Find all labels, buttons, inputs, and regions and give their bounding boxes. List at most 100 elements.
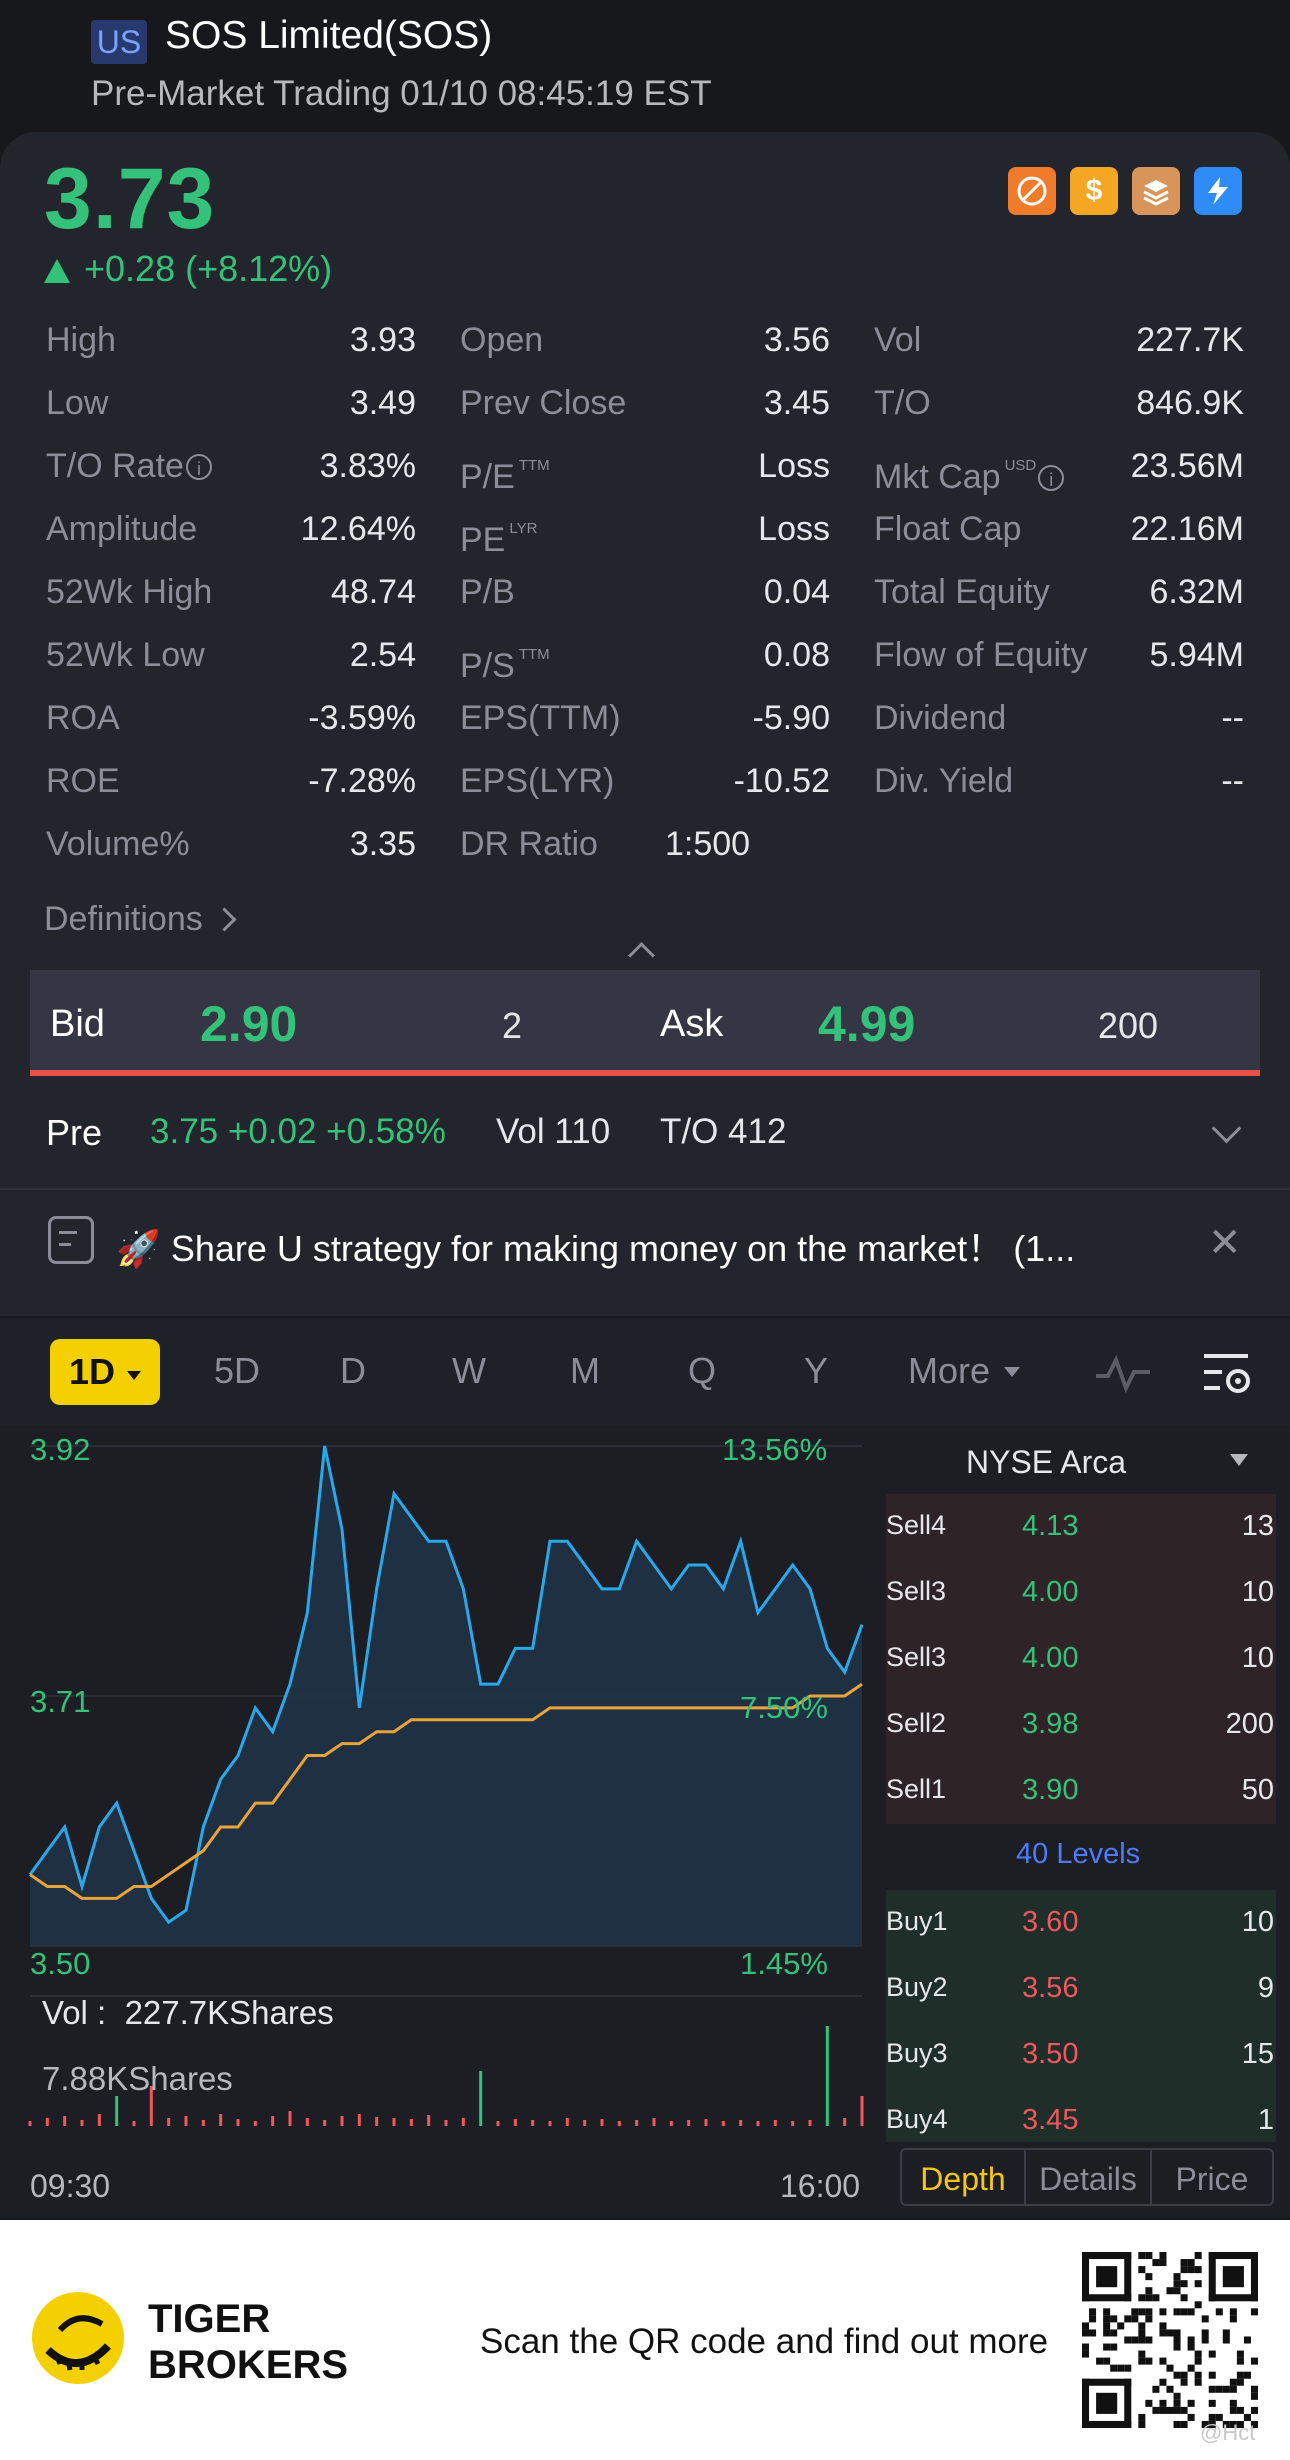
qr-module [1173,2280,1181,2288]
level-qty: 13 [1241,1510,1274,1542]
stat-label: T/O Rate i [46,441,212,491]
qr-module [1173,2336,1181,2344]
qr-module [1173,2329,1181,2337]
tab-q[interactable]: Q [688,1350,717,1391]
layers-a-icon[interactable] [1132,167,1180,215]
chart-settings-icon[interactable] [1202,1350,1254,1403]
volume-max: 7.88KShares [42,2060,233,2097]
qr-module [1117,2322,1125,2330]
volume-bar [721,2121,725,2126]
qr-module [1236,2420,1244,2428]
volume-bar [617,2121,621,2126]
info-icon[interactable]: i [1038,465,1065,491]
level-name: Buy4 [886,2104,948,2134]
tab-1d[interactable]: 1D [50,1339,160,1405]
qr-module [1124,2378,1132,2428]
stat-superscript: TTM [518,457,550,474]
tab-price[interactable]: Price [1150,2148,1274,2206]
stat-label: P/E TTM [460,457,550,496]
level-qty: 1 [1257,2104,1274,2136]
stat-superscript: TTM [518,646,550,663]
info-icon[interactable]: i [185,454,212,480]
stat-label: High [46,321,116,359]
intraday-chart[interactable] [0,1426,880,2146]
definitions-link[interactable]: Definitions [44,900,237,939]
stat-superscript: LYR [509,520,538,537]
pre-turnover: T/O 412 [660,1112,787,1151]
qr-module [1103,2357,1111,2365]
levels-link[interactable]: 40 Levels [1016,1838,1141,1870]
qr-module [1152,2259,1160,2267]
stat-value: 2.54 [349,636,416,674]
volume-bar [444,2120,448,2126]
volume-bar [392,2118,396,2126]
tab-m[interactable]: M [570,1350,600,1391]
qr-module [1208,2413,1216,2421]
qr-module [1166,2406,1174,2414]
no-margin-icon[interactable] [1008,167,1056,215]
tab-details[interactable]: Details [1024,2148,1152,2206]
stat-value: -5.90 [752,699,831,737]
bid-ask-ratio-line [30,1070,1260,1076]
tab-5d[interactable]: 5D [214,1350,261,1391]
qr-module [1159,2329,1167,2337]
qr-module [1201,2420,1209,2428]
exchange-name[interactable]: NYSE Arca [966,1444,1127,1480]
pre-volume: Vol 110 [496,1112,611,1151]
qr-module [1110,2364,1118,2372]
tab-more[interactable]: More [908,1350,1021,1392]
stat-label: Float Cap [874,510,1022,548]
level-name: Buy3 [886,2038,948,2068]
volume-bar [461,2118,465,2126]
tab-d[interactable]: D [340,1350,366,1391]
qr-module [1187,2413,1195,2421]
qr-module [1222,2420,1230,2428]
caret-down-icon[interactable] [1230,1454,1248,1466]
qr-module [1250,2420,1258,2428]
pre-price-change: 3.75 +0.02 +0.58% [150,1112,446,1151]
qr-module [1089,2308,1097,2316]
tiger-logo-icon [30,2290,126,2391]
tab-depth[interactable]: Depth [900,2148,1026,2206]
qr-module [1159,2406,1167,2414]
lightning-icon[interactable] [1194,167,1242,215]
dollar-icon[interactable]: $ [1070,167,1118,215]
qr-module [1173,2399,1181,2407]
volume-bar [323,2120,327,2126]
qr-module [1236,2357,1244,2365]
close-icon[interactable]: ✕ [1208,1221,1242,1265]
price-line [28,1445,864,1925]
qr-module [1159,2259,1167,2267]
qr-module [1124,2364,1132,2372]
qr-module [1145,2336,1153,2344]
stat-value: 1:500 [665,825,751,863]
qr-module [1201,2336,1209,2344]
volume-bar [583,2120,587,2126]
qr-module [1082,2329,1090,2337]
tab-w[interactable]: W [452,1350,486,1391]
stat-label: PE LYR [460,520,538,559]
volume-bar [80,2120,84,2126]
stat-value: 3.49 [349,384,416,422]
qr-module [1187,2364,1195,2372]
stat-value: -3.59% [308,699,416,737]
volume-bar [357,2114,361,2126]
qr-module [1082,2378,1090,2428]
qr-module [1145,2287,1153,2295]
qr-module [1110,2315,1118,2323]
stat-value: -- [1221,699,1244,737]
note-icon [48,1216,94,1264]
qr-module [1180,2280,1188,2288]
qr-module [1110,2343,1118,2351]
indicator-icon[interactable] [1094,1352,1152,1401]
qr-module [1208,2252,1258,2260]
stat-value: -10.52 [733,762,830,800]
volume-bar [808,2120,812,2126]
level-price: 3.50 [1022,2038,1079,2070]
qr-module [1138,2350,1146,2358]
qr-module [1236,2378,1244,2386]
qr-module [1103,2315,1111,2323]
price-change-text: +0.28 (+8.12%) [84,248,333,289]
tab-y[interactable]: Y [804,1350,829,1391]
qr-module [1145,2399,1153,2407]
